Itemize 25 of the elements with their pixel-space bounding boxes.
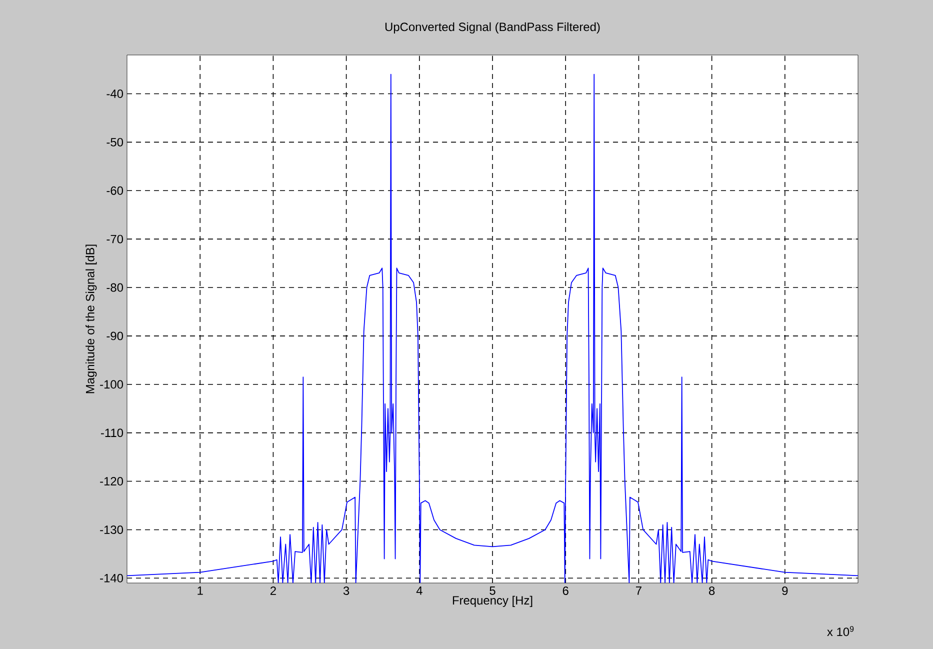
x-tick-label: 3: [343, 586, 350, 595]
x-tick-label: 7: [636, 586, 642, 595]
x-tick-label: 4: [416, 586, 422, 595]
y-tick-label: -70: [106, 234, 124, 244]
x-tick-label: 8: [709, 586, 715, 595]
x-tick-label: 1: [198, 586, 203, 595]
x-tick-label: 5: [490, 586, 496, 595]
text: x 10$^{9}$: [827, 626, 854, 636]
x-tick-label: 9: [782, 586, 788, 595]
y-tick-label: -140: [100, 574, 124, 582]
y-tick-label: -110: [100, 428, 124, 438]
y-tick-label: -50: [106, 138, 124, 146]
y-tick-label: -90: [106, 332, 124, 340]
y-tick-label: -40: [106, 90, 124, 98]
y-tick-label: -120: [100, 477, 124, 486]
line-series: [127, 74, 858, 583]
y-tick-label: -130: [100, 525, 124, 534]
y-tick-label: -60: [106, 186, 124, 195]
y-tick-label: -100: [100, 380, 124, 389]
y-axis-title: Magnitude of the Signal [dB]: [86, 244, 97, 394]
x-tick-label: 2: [270, 586, 276, 595]
x-tick-label: 6: [562, 586, 568, 595]
x-axis-title: Frequency [Hz]: [452, 596, 532, 607]
chart-title: UpConverted Signal (BandPass Filtered): [385, 22, 600, 34]
y-tick-label: -80: [106, 283, 124, 292]
